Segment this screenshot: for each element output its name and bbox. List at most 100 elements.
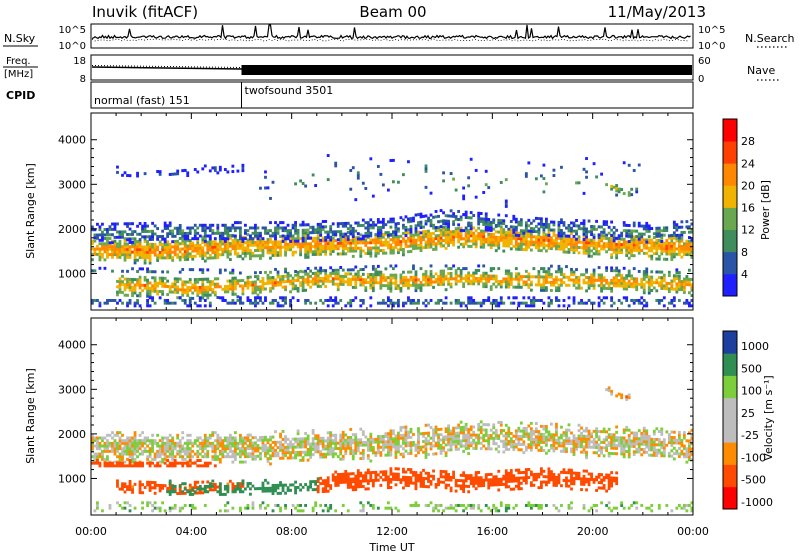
heatmap-cell	[429, 444, 433, 448]
heatmap-cell	[494, 230, 498, 234]
heatmap-cell	[309, 242, 313, 246]
heatmap-cell	[517, 280, 521, 284]
heatmap-cell	[191, 291, 195, 295]
heatmap-cell	[512, 296, 516, 300]
heatmap-cell	[103, 258, 107, 262]
heatmap-cell	[218, 449, 222, 453]
heatmap-cell	[414, 213, 418, 217]
heatmap-cell	[201, 285, 205, 289]
heatmap-cell	[176, 169, 180, 173]
heatmap-cell	[238, 254, 242, 258]
heatmap-cell	[138, 444, 142, 448]
heatmap-cell	[206, 439, 210, 443]
heatmap-cell	[366, 229, 370, 233]
heatmap-cell	[191, 455, 195, 459]
heatmap-cell	[537, 278, 541, 282]
heatmap-cell	[146, 439, 149, 443]
heatmap-cell	[685, 280, 689, 284]
heatmap-cell	[432, 215, 435, 219]
heatmap-cell	[389, 217, 393, 221]
heatmap-cell	[392, 432, 395, 436]
heatmap-cell	[96, 439, 99, 443]
heatmap-cell	[128, 452, 132, 456]
heatmap-cell	[291, 296, 295, 300]
heatmap-cell	[256, 277, 260, 281]
heatmap-cell	[171, 452, 175, 456]
heatmap-cell	[447, 214, 450, 218]
heatmap-cell	[497, 246, 501, 250]
heatmap-cell	[587, 251, 591, 255]
heatmap-cell	[341, 282, 345, 286]
heatmap-cell	[191, 449, 195, 453]
heatmap-cell	[228, 271, 232, 275]
heatmap-cell	[319, 252, 323, 256]
heatmap-cell	[321, 447, 325, 451]
heatmap-cell	[118, 436, 122, 440]
heatmap-cell	[522, 240, 526, 244]
heatmap-cell	[96, 452, 99, 456]
heatmap-cell	[354, 443, 358, 447]
heatmap-cell	[254, 223, 257, 227]
heatmap-cell	[379, 241, 383, 245]
heatmap-cell	[301, 234, 305, 238]
heatmap-cell	[474, 301, 478, 305]
heatmap-cell	[311, 442, 315, 446]
heatmap-cell	[309, 231, 313, 235]
heatmap-cell	[424, 169, 428, 173]
heatmap-cell	[417, 448, 420, 452]
heatmap-cell	[296, 237, 300, 241]
heatmap-cell	[236, 254, 240, 258]
heatmap-cell	[356, 270, 360, 273]
heatmap-cell	[118, 452, 122, 456]
heatmap-cell	[238, 226, 242, 230]
heatmap-cell	[349, 249, 353, 253]
heatmap-cell	[452, 432, 456, 436]
heatmap-cell	[238, 246, 242, 250]
heatmap-cell	[266, 273, 270, 277]
heatmap-cell	[238, 284, 242, 288]
heatmap-cell	[592, 286, 596, 290]
heatmap-cell	[409, 241, 413, 245]
heatmap-cell	[670, 252, 674, 256]
heatmap-cell	[392, 235, 395, 239]
heatmap-cell	[635, 280, 639, 284]
heatmap-cell	[216, 444, 220, 448]
heatmap-cell	[221, 239, 225, 243]
heatmap-cell	[404, 433, 408, 437]
heatmap-cell	[587, 276, 591, 280]
heatmap-cell	[620, 251, 624, 255]
heatmap-cell	[116, 433, 119, 437]
heatmap-cell	[91, 444, 94, 448]
heatmap-cell	[361, 440, 365, 444]
heatmap-cell	[557, 286, 561, 290]
heatmap-cell	[201, 441, 205, 445]
heatmap-cell	[547, 238, 551, 242]
heatmap-cell	[143, 248, 147, 252]
heatmap-cell	[228, 301, 232, 305]
heatmap-cell	[442, 219, 445, 223]
heatmap-cell	[221, 455, 225, 459]
heatmap-cell	[432, 231, 435, 235]
heatmap-cell	[381, 243, 385, 247]
heatmap-cell	[223, 290, 227, 294]
heatmap-cell	[497, 224, 501, 228]
heatmap-cell	[389, 264, 393, 268]
heatmap-cell	[291, 245, 295, 249]
heatmap-cell	[241, 289, 245, 293]
heatmap-cell	[113, 444, 117, 448]
heatmap-cell	[371, 440, 375, 444]
heatmap-cell	[141, 267, 144, 271]
heatmap-cell	[376, 235, 380, 239]
heatmap-cell	[206, 296, 210, 300]
heatmap-cell	[647, 254, 651, 258]
heatmap-cell	[386, 440, 390, 444]
heatmap-cell	[233, 236, 237, 240]
heatmap-cell	[326, 241, 330, 245]
heatmap-cell	[469, 298, 473, 302]
heatmap-cell	[153, 224, 157, 228]
heatmap-cell	[379, 249, 383, 253]
heatmap-cell	[381, 217, 385, 221]
heatmap-cell	[590, 249, 593, 253]
heatmap-cell	[399, 434, 403, 438]
heatmap-cell	[389, 284, 393, 288]
